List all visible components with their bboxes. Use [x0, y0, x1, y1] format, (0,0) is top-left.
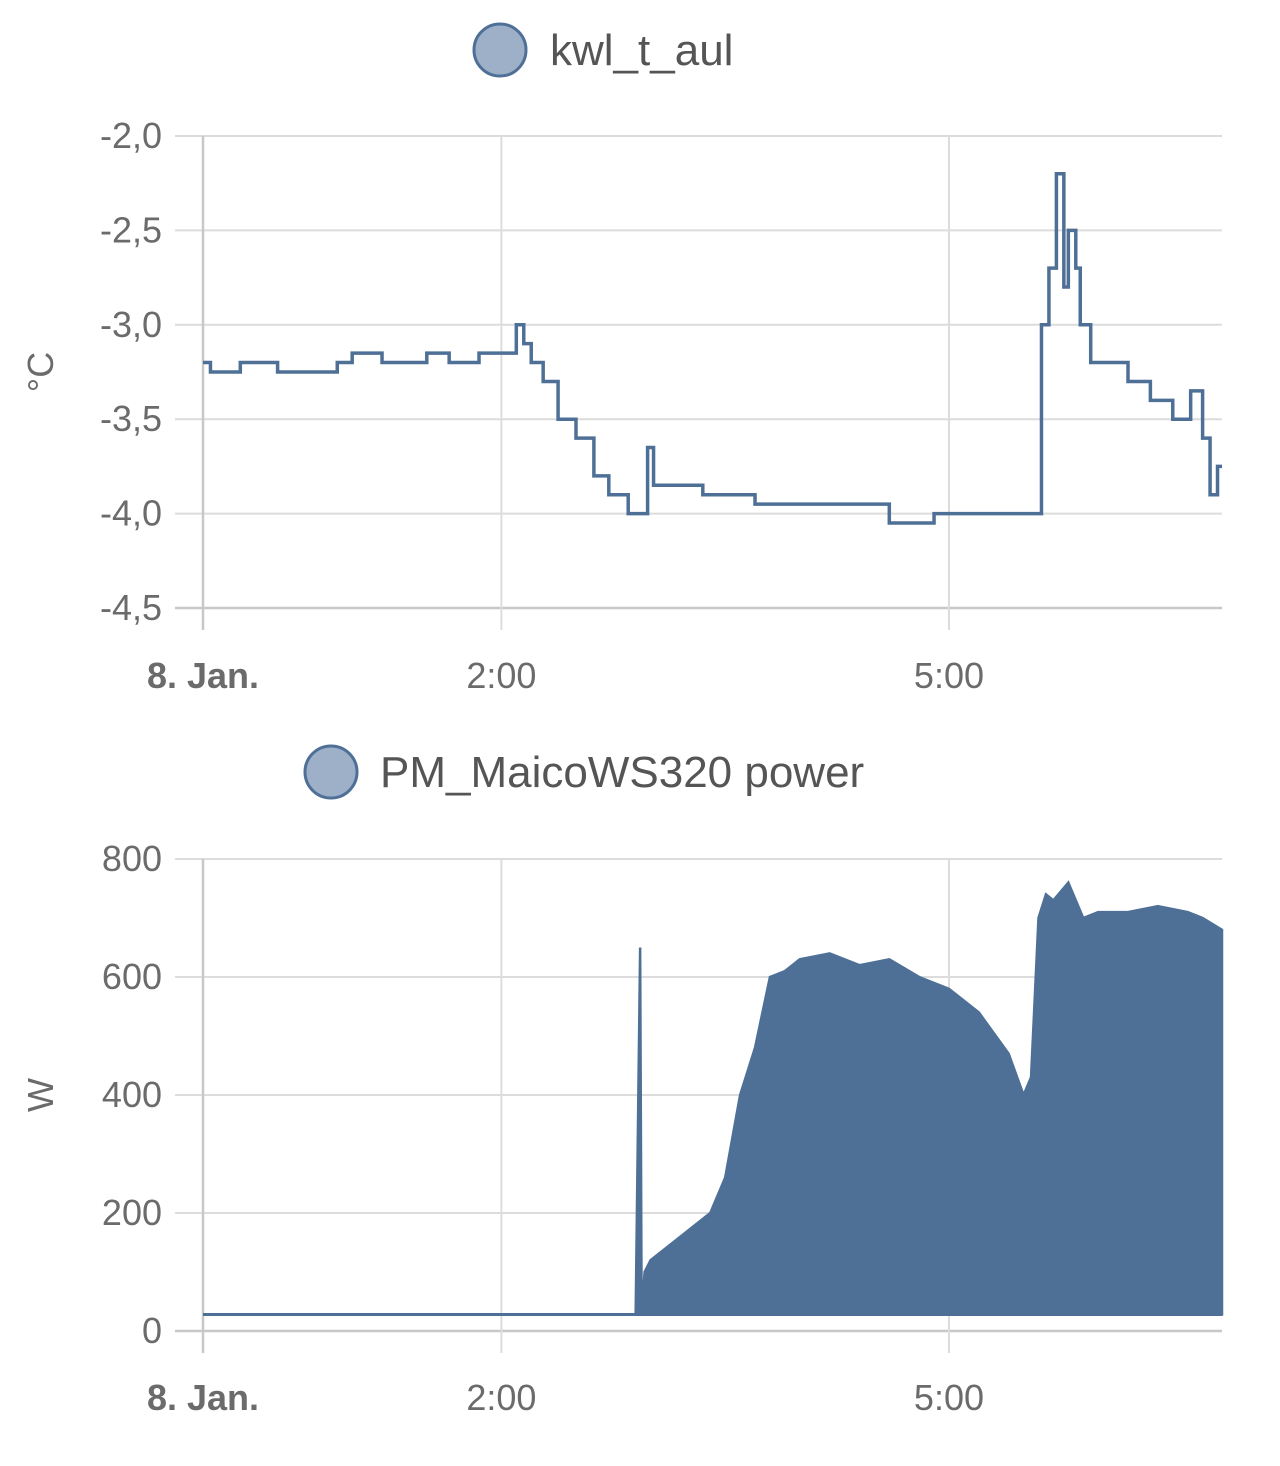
y-tick-label: 800 — [102, 838, 162, 879]
y-tick-label: -2,0 — [100, 115, 162, 156]
chart-2: 800 600 400 200 0 8. Jan. 2:00 5:00 W PM_MaicoWS3… — [20, 746, 1222, 1418]
x-tick-label: 5:00 — [914, 1377, 984, 1418]
legend-label: PM_MaicoWS320 power — [380, 748, 864, 797]
x-tick-label: 5:00 — [914, 655, 984, 696]
x-tick-label: 8. Jan. — [147, 1377, 259, 1418]
chart-1: -2,0 -2,5 -3,0 -3,5 -4,0 -4,5 8. Jan. 2:00 5:00 °… — [20, 24, 1222, 696]
y-tick-label: 600 — [102, 956, 162, 997]
y-tick-label: 0 — [142, 1310, 162, 1351]
y-tick-label: -3,0 — [100, 304, 162, 345]
legend-marker — [474, 24, 526, 76]
y-tick-label: 200 — [102, 1192, 162, 1233]
y-tick-label: -3,5 — [100, 398, 162, 439]
y-tick-label: -4,5 — [100, 587, 162, 628]
x-tick-label: 2:00 — [466, 1377, 536, 1418]
series-line-kwl_t_aul — [203, 174, 1222, 523]
y-axis-title: °C — [20, 352, 61, 392]
x-tick-label: 8. Jan. — [147, 655, 259, 696]
x-tick-label: 2:00 — [466, 655, 536, 696]
y-tick-label: 400 — [102, 1074, 162, 1115]
y-axis-title: W — [20, 1078, 61, 1112]
legend-marker — [305, 746, 357, 798]
y-tick-label: -2,5 — [100, 209, 162, 250]
y-tick-label: -4,0 — [100, 493, 162, 534]
series-area-PM_MaicoWS320 power — [203, 883, 1222, 1315]
legend-label: kwl_t_aul — [550, 26, 733, 75]
